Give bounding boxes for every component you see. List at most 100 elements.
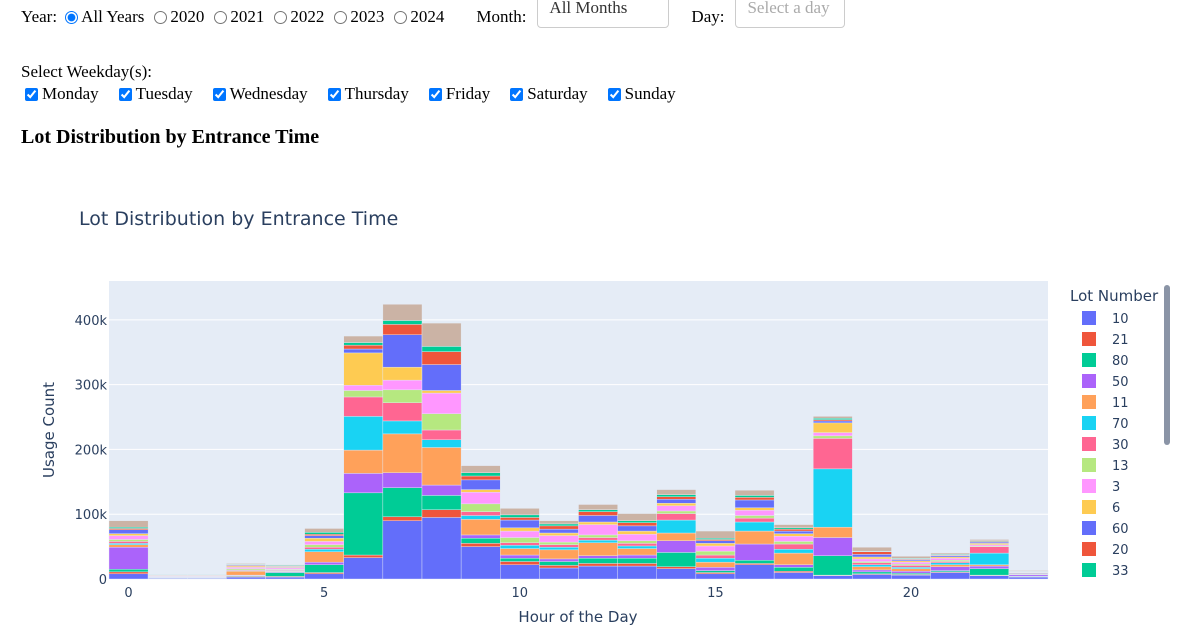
bar-segment[interactable]: [774, 565, 813, 568]
bar-segment[interactable]: [813, 436, 852, 439]
radio-button[interactable]: [154, 11, 167, 24]
bar-segment[interactable]: [696, 571, 735, 573]
bar-segment[interactable]: [774, 553, 813, 565]
bar-segment[interactable]: [344, 558, 383, 579]
bar-segment[interactable]: [539, 526, 578, 529]
bar-segment[interactable]: [461, 504, 500, 512]
bar-segment[interactable]: [500, 517, 539, 520]
bar-segment[interactable]: [618, 534, 657, 540]
bar-segment[interactable]: [696, 541, 735, 544]
bar-segment[interactable]: [970, 547, 1009, 553]
bar-segment[interactable]: [500, 528, 539, 531]
bar-segment[interactable]: [618, 555, 657, 558]
legend-item[interactable]: 80: [1082, 353, 1129, 369]
weekday-thursday[interactable]: Thursday: [324, 84, 409, 104]
bar-segment[interactable]: [892, 556, 931, 558]
bar-segment[interactable]: [735, 522, 774, 531]
bar-segment[interactable]: [461, 519, 500, 535]
bar-segment[interactable]: [109, 569, 148, 572]
checkbox[interactable]: [213, 88, 226, 101]
bar-segment[interactable]: [618, 546, 657, 549]
bar-segment[interactable]: [422, 393, 461, 414]
bar-segment[interactable]: [657, 490, 696, 495]
bar-segment[interactable]: [500, 549, 539, 555]
bar-segment[interactable]: [813, 576, 852, 579]
bar-segment[interactable]: [657, 552, 696, 566]
legend-item[interactable]: 3: [1082, 479, 1120, 495]
bar-segment[interactable]: [383, 367, 422, 380]
bar-segment[interactable]: [539, 565, 578, 568]
bar-segment[interactable]: [461, 543, 500, 546]
bar-segment[interactable]: [500, 538, 539, 543]
bar-segment[interactable]: [539, 545, 578, 548]
bar-segment[interactable]: [657, 569, 696, 579]
bar-segment[interactable]: [735, 508, 774, 511]
bar-segment[interactable]: [539, 562, 578, 566]
bar-segment[interactable]: [500, 515, 539, 518]
bar-segment[interactable]: [266, 573, 305, 577]
bar-segment[interactable]: [657, 533, 696, 541]
radio-button[interactable]: [334, 11, 347, 24]
bar-segment[interactable]: [1009, 570, 1048, 571]
bar-segment[interactable]: [461, 516, 500, 520]
bar-segment[interactable]: [970, 566, 1009, 569]
radio-button[interactable]: [65, 11, 78, 24]
bar-segment[interactable]: [422, 430, 461, 440]
bar-segment[interactable]: [735, 495, 774, 497]
bar-segment[interactable]: [1009, 577, 1048, 579]
bar-segment[interactable]: [774, 536, 813, 541]
bar-segment[interactable]: [226, 563, 265, 564]
month-dropdown[interactable]: All Months: [537, 0, 669, 28]
bar-segment[interactable]: [852, 572, 891, 574]
legend-item[interactable]: 13: [1082, 458, 1129, 474]
bar-segment[interactable]: [774, 531, 813, 534]
bar-segment[interactable]: [461, 547, 500, 579]
bar-segment[interactable]: [579, 556, 618, 559]
year-radio-2023[interactable]: 2023: [334, 7, 384, 27]
bar-segment[interactable]: [383, 517, 422, 521]
bar-segment[interactable]: [774, 567, 813, 571]
bar-segment[interactable]: [579, 543, 618, 556]
bar-segment[interactable]: [422, 365, 461, 391]
bar-segment[interactable]: [109, 536, 148, 540]
bar-segment[interactable]: [539, 542, 578, 545]
checkbox[interactable]: [25, 88, 38, 101]
bar-segment[interactable]: [852, 554, 891, 557]
bar-segment[interactable]: [696, 531, 735, 538]
bar-segment[interactable]: [774, 541, 813, 544]
legend-item[interactable]: 6: [1082, 500, 1120, 516]
bar-segment[interactable]: [813, 438, 852, 468]
bar-segment[interactable]: [383, 521, 422, 579]
bar-segment[interactable]: [344, 390, 383, 396]
bar-segment[interactable]: [852, 565, 891, 567]
bar-segment[interactable]: [109, 539, 148, 541]
bar-segment[interactable]: [774, 525, 813, 528]
bar-segment[interactable]: [735, 490, 774, 495]
year-radio-2024[interactable]: 2024: [394, 7, 444, 27]
bar-segment[interactable]: [383, 380, 422, 390]
bar-segment[interactable]: [344, 397, 383, 416]
bar-segment[interactable]: [735, 518, 774, 522]
year-radio-2022[interactable]: 2022: [274, 7, 324, 27]
bar-segment[interactable]: [500, 565, 539, 579]
bar-segment[interactable]: [970, 576, 1009, 579]
bar-segment[interactable]: [383, 304, 422, 320]
bar-segment[interactable]: [657, 567, 696, 569]
bar-segment[interactable]: [774, 573, 813, 579]
bar-segment[interactable]: [539, 550, 578, 559]
bar-segment[interactable]: [539, 536, 578, 542]
bar-segment[interactable]: [422, 414, 461, 430]
bar-segment[interactable]: [813, 538, 852, 556]
bar-segment[interactable]: [109, 521, 148, 527]
bar-segment[interactable]: [109, 530, 148, 534]
bar-segment[interactable]: [109, 572, 148, 574]
bar-segment[interactable]: [579, 516, 618, 522]
bar-segment[interactable]: [383, 335, 422, 367]
bar-segment[interactable]: [892, 569, 931, 572]
bar-segment[interactable]: [305, 538, 344, 541]
checkbox[interactable]: [119, 88, 132, 101]
bar-segment[interactable]: [696, 543, 735, 546]
bar-segment[interactable]: [657, 514, 696, 520]
bar-segment[interactable]: [305, 562, 344, 565]
legend-item[interactable]: 20: [1082, 542, 1129, 558]
